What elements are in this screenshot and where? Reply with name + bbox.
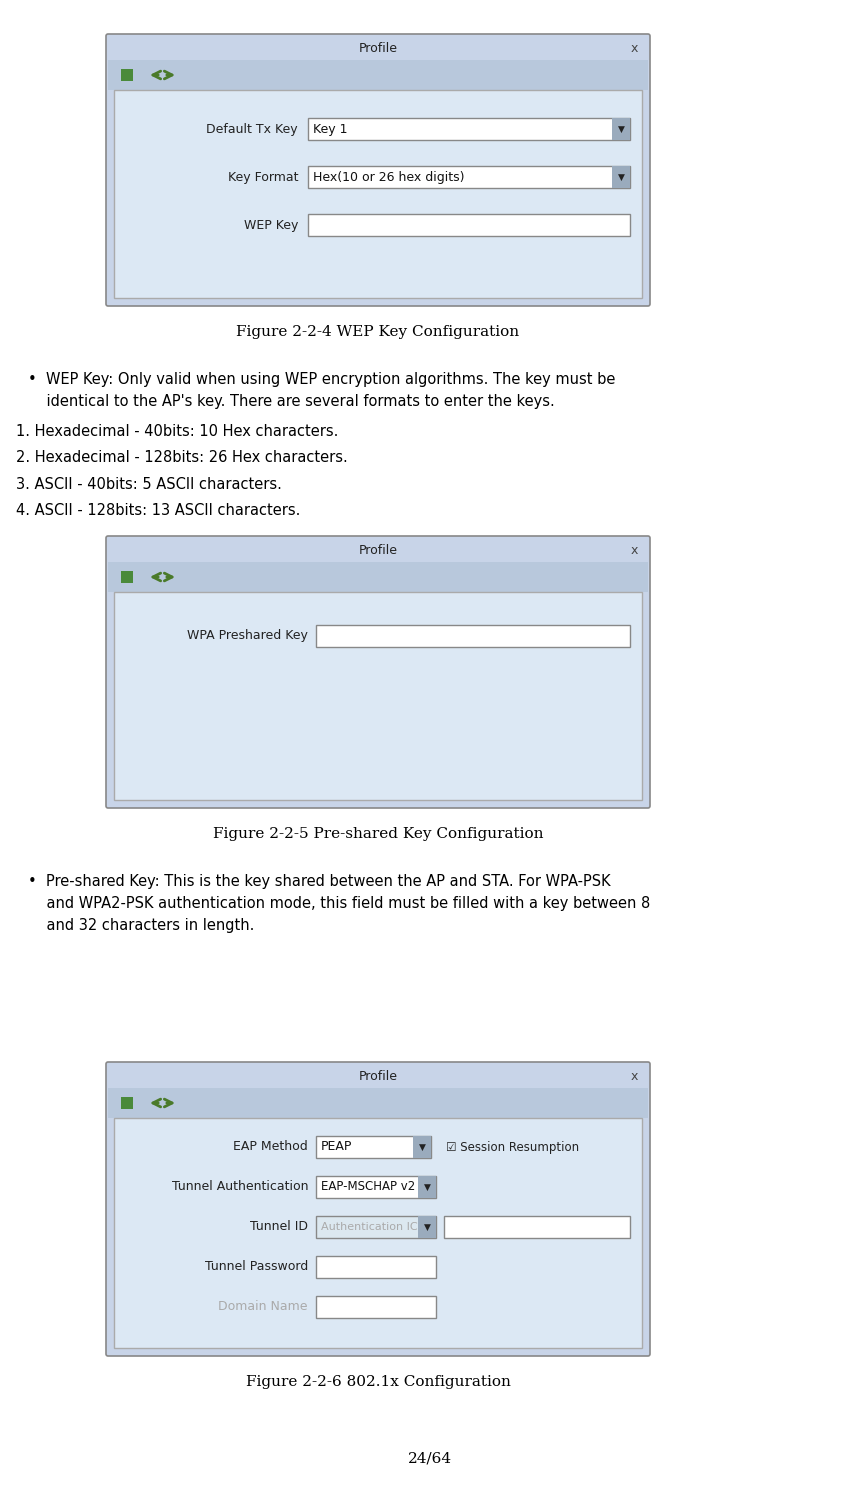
Text: x: x (630, 1069, 637, 1083)
Text: Default Tx Key: Default Tx Key (206, 122, 298, 135)
FancyBboxPatch shape (308, 214, 630, 236)
Text: Tunnel Password: Tunnel Password (205, 1261, 308, 1273)
FancyBboxPatch shape (413, 1136, 431, 1158)
FancyBboxPatch shape (316, 1216, 436, 1239)
Text: and 32 characters in length.: and 32 characters in length. (28, 917, 255, 932)
Text: 4. ASCII - 128bits: 13 ASCII characters.: 4. ASCII - 128bits: 13 ASCII characters. (16, 503, 300, 517)
Text: 1. Hexadecimal - 40bits: 10 Hex characters.: 1. Hexadecimal - 40bits: 10 Hex characte… (16, 424, 338, 439)
Text: Domain Name: Domain Name (218, 1301, 308, 1313)
Text: Key Format: Key Format (228, 171, 298, 183)
Text: x: x (630, 544, 637, 556)
Text: ▼: ▼ (424, 1222, 431, 1231)
Text: •  WEP Key: Only valid when using WEP encryption algorithms. The key must be: • WEP Key: Only valid when using WEP enc… (28, 372, 616, 387)
FancyBboxPatch shape (106, 535, 650, 807)
FancyBboxPatch shape (108, 1088, 648, 1118)
Text: Figure 2-2-5 Pre-shared Key Configuration: Figure 2-2-5 Pre-shared Key Configuratio… (212, 827, 544, 842)
FancyBboxPatch shape (612, 167, 630, 187)
Text: Authentication IC: Authentication IC (321, 1222, 418, 1233)
Text: Tunnel ID: Tunnel ID (250, 1221, 308, 1234)
Text: Figure 2-2-4 WEP Key Configuration: Figure 2-2-4 WEP Key Configuration (237, 326, 519, 339)
FancyBboxPatch shape (316, 1176, 436, 1199)
Text: •  Pre-shared Key: This is the key shared between the AP and STA. For WPA-PSK: • Pre-shared Key: This is the key shared… (28, 874, 611, 889)
Text: 3. ASCII - 40bits: 5 ASCII characters.: 3. ASCII - 40bits: 5 ASCII characters. (16, 477, 282, 492)
Text: WEP Key: WEP Key (243, 219, 298, 232)
FancyBboxPatch shape (308, 167, 630, 187)
FancyBboxPatch shape (418, 1176, 436, 1199)
FancyBboxPatch shape (444, 1216, 630, 1239)
FancyBboxPatch shape (316, 625, 630, 647)
Text: Key 1: Key 1 (313, 122, 347, 135)
Text: ▼: ▼ (419, 1142, 426, 1151)
Text: 2. Hexadecimal - 128bits: 26 Hex characters.: 2. Hexadecimal - 128bits: 26 Hex charact… (16, 451, 347, 465)
Text: Tunnel Authentication: Tunnel Authentication (171, 1181, 308, 1194)
Text: EAP-MSCHAP v2: EAP-MSCHAP v2 (321, 1181, 415, 1194)
FancyBboxPatch shape (114, 592, 642, 800)
FancyBboxPatch shape (114, 1118, 642, 1349)
FancyBboxPatch shape (108, 562, 648, 592)
FancyBboxPatch shape (612, 117, 630, 140)
Text: ▼: ▼ (424, 1182, 431, 1191)
FancyBboxPatch shape (106, 1062, 650, 1356)
FancyBboxPatch shape (106, 34, 650, 306)
FancyBboxPatch shape (114, 91, 642, 297)
FancyBboxPatch shape (121, 571, 133, 583)
FancyBboxPatch shape (316, 1136, 431, 1158)
FancyBboxPatch shape (121, 1097, 133, 1109)
Text: Profile: Profile (359, 42, 397, 55)
FancyBboxPatch shape (316, 1257, 436, 1277)
Text: ☑ Session Resumption: ☑ Session Resumption (446, 1141, 579, 1154)
Text: Profile: Profile (359, 544, 397, 556)
FancyBboxPatch shape (418, 1216, 436, 1239)
FancyBboxPatch shape (108, 59, 648, 91)
Text: WPA Preshared Key: WPA Preshared Key (187, 629, 308, 642)
Text: EAP Method: EAP Method (233, 1141, 308, 1154)
Text: and WPA2-PSK authentication mode, this field must be filled with a key between 8: and WPA2-PSK authentication mode, this f… (28, 897, 650, 912)
Text: ▼: ▼ (617, 125, 624, 134)
FancyBboxPatch shape (121, 68, 133, 80)
Text: identical to the AP's key. There are several formats to enter the keys.: identical to the AP's key. There are sev… (28, 394, 555, 409)
Text: 24/64: 24/64 (408, 1451, 452, 1465)
FancyBboxPatch shape (308, 117, 630, 140)
Text: x: x (630, 42, 637, 55)
FancyBboxPatch shape (316, 1297, 436, 1317)
Text: ▼: ▼ (617, 172, 624, 181)
Text: PEAP: PEAP (321, 1141, 353, 1154)
Text: Figure 2-2-6 802.1x Configuration: Figure 2-2-6 802.1x Configuration (246, 1375, 511, 1389)
Text: Hex(10 or 26 hex digits): Hex(10 or 26 hex digits) (313, 171, 464, 183)
Text: Profile: Profile (359, 1069, 397, 1083)
